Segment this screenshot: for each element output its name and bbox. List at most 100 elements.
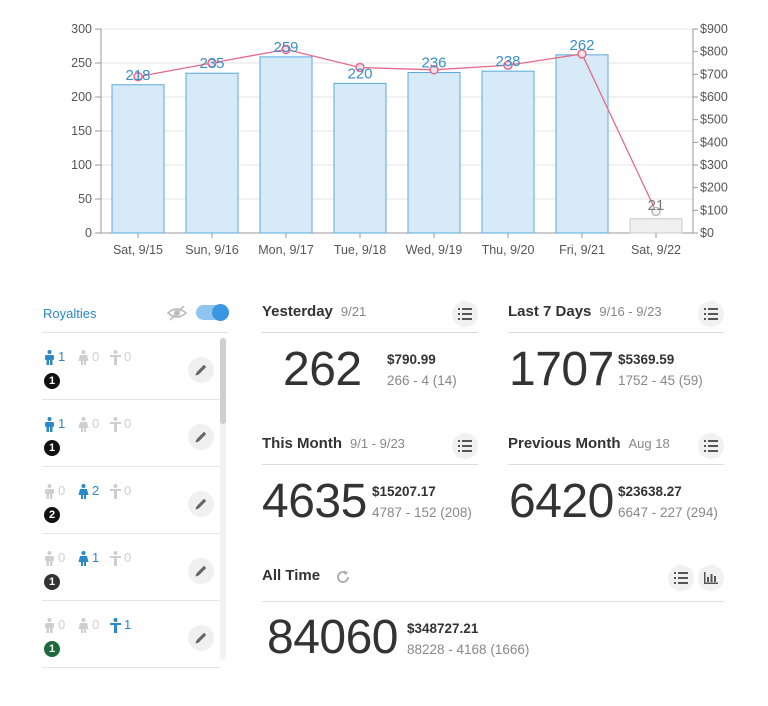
data-label: 21	[648, 197, 665, 214]
y2-tick-label: $500	[700, 113, 728, 127]
royalty-badge: 1	[44, 574, 60, 590]
scrollbar-thumb[interactable]	[220, 338, 226, 424]
list-button[interactable]	[668, 565, 694, 591]
list-icon	[704, 440, 718, 452]
person-icon: 0	[44, 617, 80, 633]
y2-tick-label: $600	[700, 90, 728, 104]
person-icon: 1	[44, 416, 80, 432]
royalty-count: 1	[58, 416, 66, 431]
royalties-toggle[interactable]	[196, 304, 229, 321]
royalty-item[interactable]: 0 1 0 1	[42, 534, 220, 601]
edit-button[interactable]	[188, 357, 214, 383]
x-tick-label: Sun, 9/16	[185, 243, 239, 257]
royalty-badge: 2	[44, 507, 60, 523]
stat-yesterday: Yesterday 9/21 262 $790.99 266 - 4 (14)	[262, 300, 478, 410]
y2-tick-label: $300	[700, 158, 728, 172]
list-button[interactable]	[452, 301, 478, 327]
stat-range: 9/1 - 9/23	[349, 436, 405, 451]
list-button[interactable]	[698, 433, 724, 459]
chart-button[interactable]	[698, 565, 724, 591]
royalty-item[interactable]: 0 2 0 2	[42, 467, 220, 534]
royalty-count: 0	[92, 617, 100, 632]
stat-header: All Time	[262, 564, 724, 602]
bar	[259, 56, 313, 234]
stat-last-7-days: Last 7 Days 9/16 - 9/23 1707 $5369.59 175…	[508, 300, 724, 410]
data-label: 259	[273, 39, 298, 56]
stat-value: 4635	[262, 475, 367, 528]
y-tick-label: 300	[71, 22, 92, 36]
revenue-line	[137, 48, 657, 212]
bar-chart-icon	[704, 572, 718, 584]
edit-button[interactable]	[188, 491, 214, 517]
royalties-header: Royalties	[42, 300, 229, 333]
x-tick-label: Wed, 9/19	[406, 243, 463, 257]
y2-tick-label: $0	[700, 226, 714, 240]
stat-sub: 266 - 4 (14)	[387, 373, 457, 388]
edit-button[interactable]	[188, 625, 214, 651]
stat-money: $790.99	[387, 352, 436, 367]
royalty-count: 2	[92, 483, 100, 498]
list-button[interactable]	[452, 433, 478, 459]
x-tick-label: Tue, 9/18	[334, 243, 386, 257]
pencil-icon	[195, 431, 207, 443]
royalty-count: 0	[124, 416, 132, 431]
person-icon: 0	[44, 483, 80, 499]
y-tick-label: 100	[71, 158, 92, 172]
edit-button[interactable]	[188, 558, 214, 584]
list-icon	[674, 572, 688, 584]
person-icon: 0	[44, 550, 80, 566]
edit-button[interactable]	[188, 424, 214, 450]
revenue-point	[503, 60, 513, 71]
royalty-count: 1	[58, 349, 66, 364]
bar	[185, 72, 239, 234]
royalty-count: 0	[58, 550, 66, 565]
pencil-icon	[195, 632, 207, 644]
x-tick-label: Mon, 9/17	[258, 243, 314, 257]
y-tick-label: 0	[85, 226, 92, 240]
royalty-count: 0	[58, 483, 66, 498]
stat-value: 262	[283, 343, 362, 396]
y2-tick-label: $400	[700, 135, 728, 149]
stat-sub: 4787 - 152 (208)	[372, 505, 472, 520]
stat-range: Aug 18	[628, 436, 670, 451]
y-tick-label: 150	[71, 124, 92, 138]
data-label: 235	[199, 55, 224, 72]
royalty-count: 0	[124, 349, 132, 364]
royalty-item[interactable]: 1 0 0 1	[42, 333, 220, 400]
list-icon	[704, 308, 718, 320]
royalties-title[interactable]: Royalties	[43, 306, 97, 321]
data-label: 238	[495, 53, 520, 70]
shirt-icon: 0	[110, 349, 146, 365]
royalty-item[interactable]: 1 0 0 1	[42, 400, 220, 467]
bar	[407, 72, 461, 234]
stat-header: Previous Month Aug 18	[508, 432, 724, 465]
shirt-icon: 1	[110, 617, 146, 633]
royalties-scrollbar[interactable]	[220, 338, 226, 660]
data-label: 262	[569, 37, 594, 54]
dress-icon: 1	[78, 550, 114, 566]
eye-slash-icon[interactable]	[166, 304, 188, 322]
stat-money: $5369.59	[618, 352, 675, 367]
list-button[interactable]	[698, 301, 724, 327]
dress-icon: 0	[78, 416, 114, 432]
data-label: 236	[421, 55, 446, 72]
royalty-item[interactable]: 0 0 1 1	[42, 601, 220, 668]
royalty-count: 0	[92, 349, 100, 364]
revenue-point	[281, 44, 291, 55]
x-tick-label: Sat, 9/15	[113, 243, 163, 257]
revenue-point	[429, 65, 439, 75]
dress-icon: 0	[78, 349, 114, 365]
stat-value: 6420	[509, 475, 614, 528]
stat-range: 9/16 - 9/23	[599, 304, 662, 319]
bar	[481, 70, 535, 234]
sales-chart: 0 50 100 150 200 250 300 $0 $100 $200 $300 $400 $500…	[71, 22, 728, 257]
stat-value: 84060	[267, 611, 398, 664]
stat-this-month: This Month 9/1 - 9/23 4635 $15207.17 4787…	[262, 432, 478, 542]
refresh-icon[interactable]	[336, 570, 350, 584]
royalty-count: 0	[92, 416, 100, 431]
y-tick-label: 250	[71, 56, 92, 70]
y2-tick-label: $700	[700, 67, 728, 81]
royalty-count: 0	[124, 483, 132, 498]
toggle-knob	[212, 304, 229, 321]
dress-icon: 2	[78, 483, 114, 499]
